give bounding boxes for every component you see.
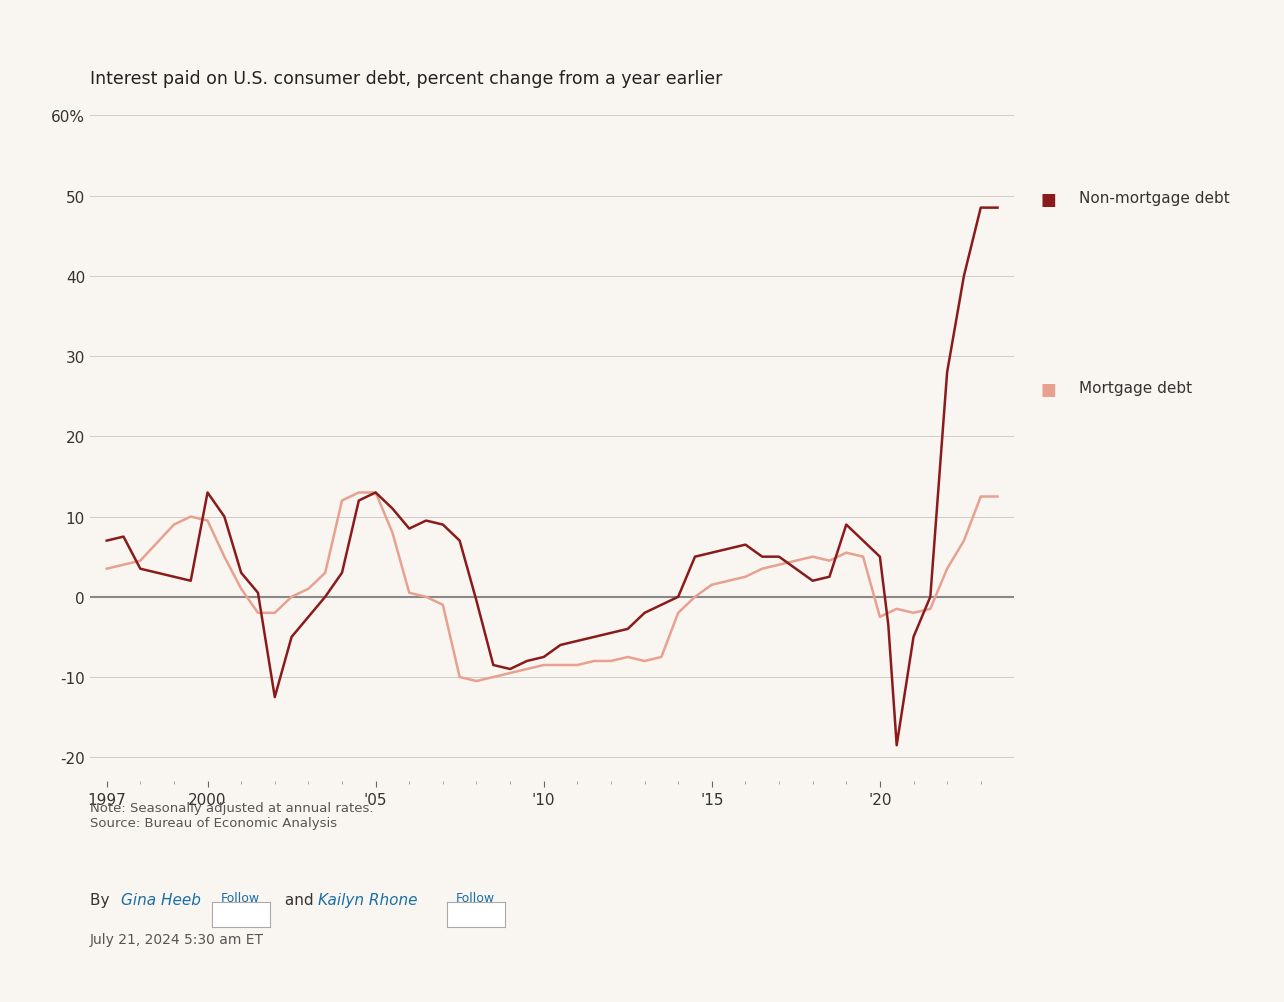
Text: Gina Heeb: Gina Heeb bbox=[121, 892, 200, 907]
Text: Mortgage debt: Mortgage debt bbox=[1079, 381, 1192, 396]
Text: Follow: Follow bbox=[456, 891, 494, 904]
Text: and: and bbox=[280, 892, 318, 907]
Text: ■: ■ bbox=[1040, 190, 1055, 208]
Text: ■: ■ bbox=[1040, 381, 1055, 399]
Text: Note: Seasonally adjusted at annual rates.
Source: Bureau of Economic Analysis: Note: Seasonally adjusted at annual rate… bbox=[90, 802, 374, 830]
Text: Follow: Follow bbox=[221, 891, 259, 904]
Text: By: By bbox=[90, 892, 114, 907]
Text: July 21, 2024 5:30 am ET: July 21, 2024 5:30 am ET bbox=[90, 932, 265, 946]
Text: Kailyn Rhone: Kailyn Rhone bbox=[318, 892, 417, 907]
Text: Interest paid on U.S. consumer debt, percent change from a year earlier: Interest paid on U.S. consumer debt, per… bbox=[90, 70, 723, 88]
Text: Non-mortgage debt: Non-mortgage debt bbox=[1079, 190, 1229, 205]
